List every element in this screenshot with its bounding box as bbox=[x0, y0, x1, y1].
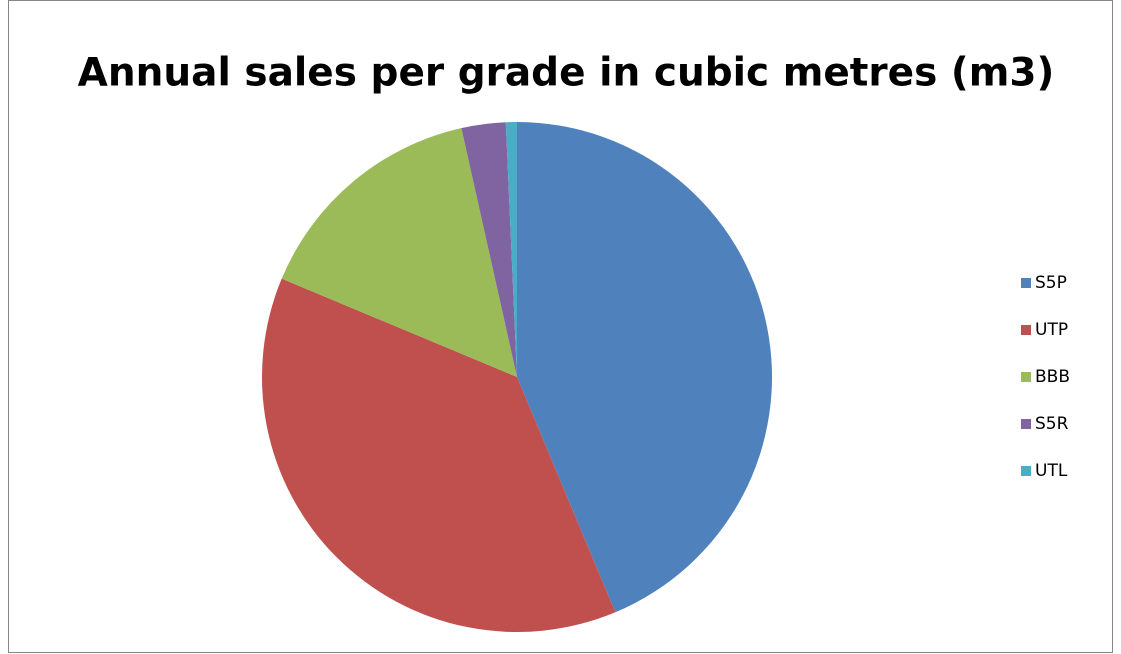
legend-swatch bbox=[1021, 466, 1031, 476]
legend-swatch bbox=[1021, 325, 1031, 335]
legend-swatch bbox=[1021, 372, 1031, 382]
legend-label: S5P bbox=[1035, 273, 1067, 293]
pie-slice bbox=[517, 122, 772, 613]
pie-slice bbox=[262, 278, 616, 632]
pie-slice bbox=[505, 122, 517, 377]
legend-label: UTL bbox=[1035, 461, 1068, 481]
legend-label: BBB bbox=[1035, 367, 1070, 387]
legend-swatch bbox=[1021, 419, 1031, 429]
chart-title: Annual sales per grade in cubic metres (… bbox=[78, 51, 1055, 96]
pie-slice bbox=[461, 122, 517, 377]
legend-label: UTP bbox=[1035, 320, 1068, 340]
pie-slice bbox=[281, 128, 517, 377]
legend-swatch bbox=[1021, 278, 1031, 288]
legend-label: S5R bbox=[1035, 414, 1069, 434]
